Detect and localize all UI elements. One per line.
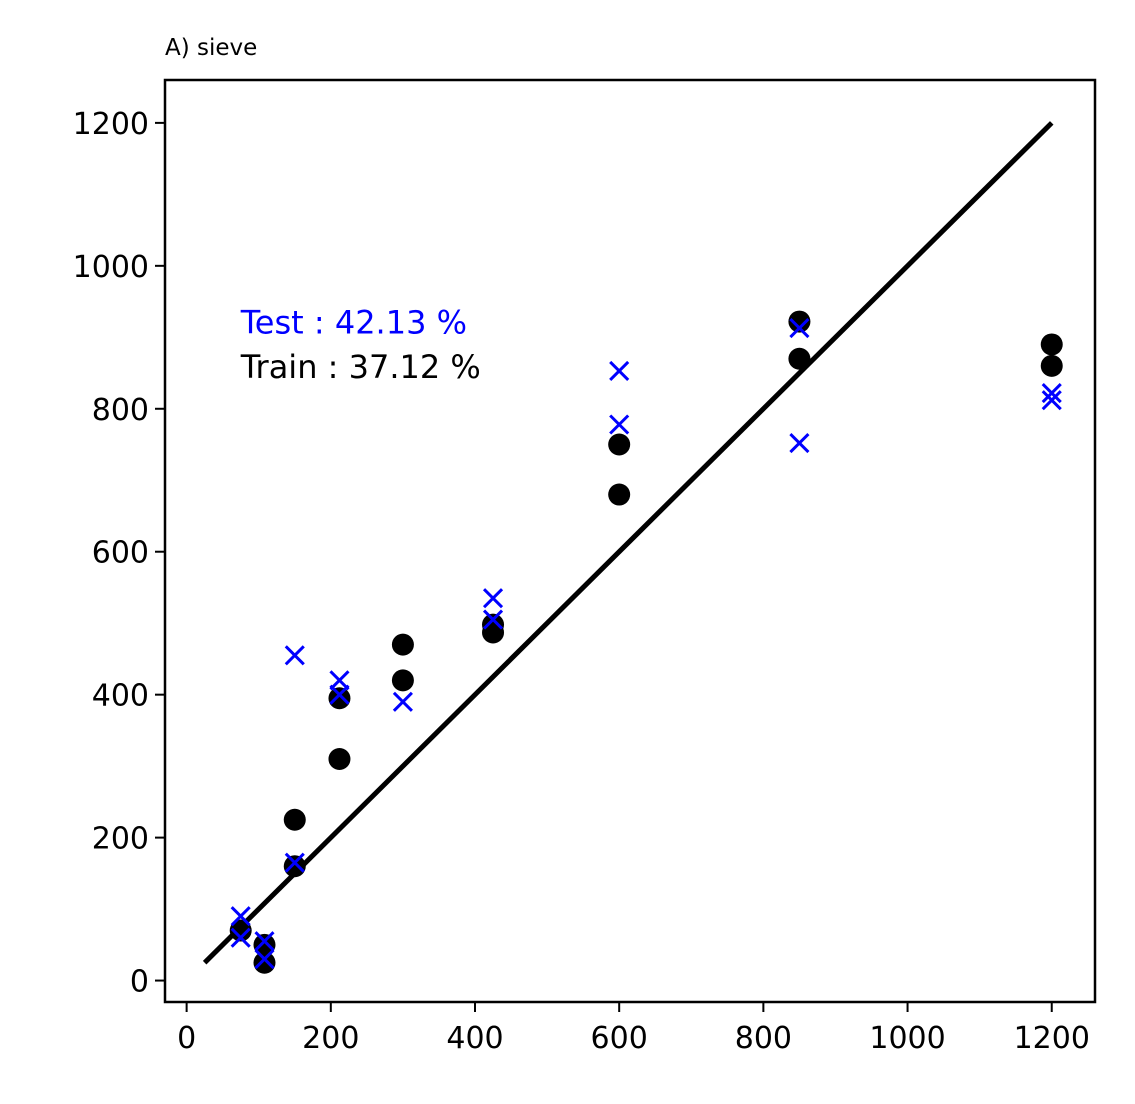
x-tick-label: 800 — [735, 1021, 792, 1056]
test-point — [392, 691, 413, 712]
y-tick-label: 400 — [92, 679, 149, 714]
y-tick-label: 800 — [92, 393, 149, 428]
y-tick-label: 200 — [92, 822, 149, 857]
test-point — [329, 684, 350, 705]
identity-line-group — [202, 121, 1054, 965]
test-point — [1041, 390, 1062, 411]
train-point — [328, 747, 351, 770]
test-point — [482, 588, 504, 609]
y-tick-label: 0 — [130, 965, 149, 1000]
test-point — [789, 433, 810, 454]
y-tick-label: 1000 — [73, 250, 149, 285]
train-point — [1040, 354, 1063, 377]
y-tick-label: 1200 — [73, 107, 149, 142]
test-point — [230, 906, 251, 927]
train-point — [283, 855, 306, 878]
train-point — [482, 621, 505, 644]
identity-line — [202, 121, 1054, 965]
test-score-label: Test : 42.13 % — [240, 304, 467, 342]
test-point — [284, 645, 305, 666]
train-point — [608, 433, 631, 456]
points-layer — [229, 310, 1063, 974]
x-tick-label: 1200 — [1014, 1021, 1090, 1056]
train-point — [391, 669, 414, 692]
train-point — [253, 951, 276, 974]
test-point — [609, 360, 630, 381]
train-score-label: Train : 37.12 % — [240, 348, 481, 386]
plot-frame — [163, 78, 1097, 1004]
train-point — [328, 687, 351, 710]
train-point — [283, 808, 306, 831]
test-point — [329, 670, 350, 691]
x-tick-label: 1000 — [869, 1021, 945, 1056]
train-point — [229, 919, 252, 942]
test-point — [609, 414, 630, 435]
y-axis: 0 200 400 600 800 1000 1200 — [73, 107, 165, 1000]
train-point — [253, 933, 276, 956]
train-point — [608, 483, 631, 506]
train-point — [391, 633, 414, 656]
x-tick-label: 600 — [591, 1021, 648, 1056]
train-point — [788, 347, 811, 370]
train-point — [788, 310, 811, 333]
y-tick-label: 600 — [92, 536, 149, 571]
x-axis: 0 200 400 600 800 1000 1200 — [177, 1002, 1090, 1056]
x-tick-label: 400 — [446, 1021, 503, 1056]
annotations-layer: Test : 42.13 % Train : 37.12 % — [240, 304, 481, 386]
chart-title: A) sieve — [165, 35, 257, 61]
test-point — [789, 317, 810, 339]
test-point — [482, 609, 504, 630]
x-tick-label: 200 — [302, 1021, 359, 1056]
test-point — [1041, 382, 1062, 404]
test-point — [284, 852, 305, 873]
test-point — [254, 949, 275, 970]
x-tick-label: 0 — [177, 1021, 196, 1056]
test-point — [230, 927, 251, 948]
train-point — [1040, 333, 1063, 356]
test-point — [254, 931, 275, 952]
